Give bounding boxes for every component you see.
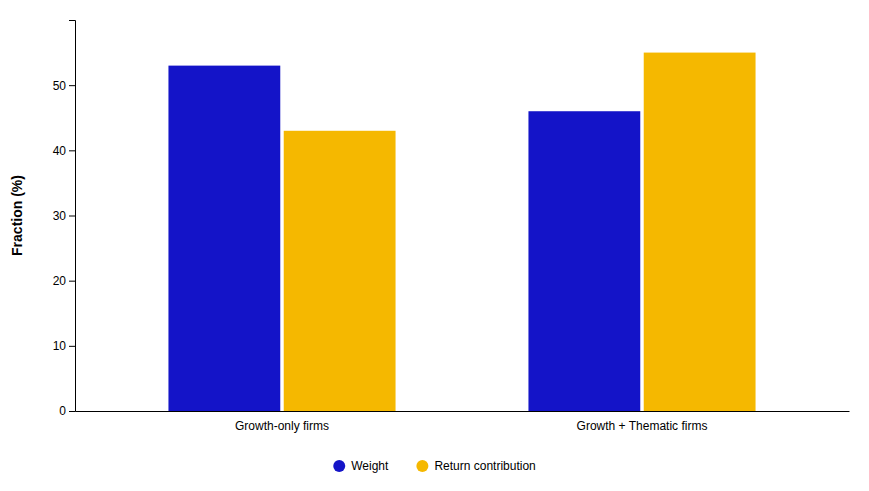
tick-label: Growth-only firms [235, 419, 329, 433]
bar [168, 66, 280, 411]
series [168, 66, 640, 411]
x-tick: Growth + Thematic firms [577, 419, 708, 433]
tick-mark [69, 411, 75, 412]
legend-item: Weight [333, 459, 389, 473]
tick-label: 50 [53, 79, 67, 93]
tick-mark [69, 346, 75, 347]
x-tick: Growth-only firms [235, 419, 329, 433]
tick-mark [69, 85, 75, 86]
bars [168, 53, 755, 411]
legend-swatch [416, 460, 428, 472]
tick-label: 40 [53, 144, 67, 158]
tick-label: Growth + Thematic firms [577, 419, 708, 433]
tick-mark [69, 150, 75, 151]
x-axis-line [76, 411, 850, 412]
bar [644, 53, 756, 411]
series [284, 53, 756, 411]
y-axis-line [69, 21, 76, 412]
y-tick: 30 [53, 209, 75, 223]
tick-label: 30 [53, 209, 67, 223]
y-tick: 10 [53, 339, 75, 353]
tick-label: 20 [53, 274, 67, 288]
tick-mark [69, 216, 75, 217]
legend: Weight Return contribution [333, 459, 536, 473]
tick-label: 10 [53, 339, 67, 353]
plot: 0 10 20 30 40 50 Growth-only firms Growth + The… [53, 21, 850, 433]
legend-label: Weight [351, 459, 389, 473]
chart: 0 10 20 30 40 50 Growth-only firms Growth + The… [0, 0, 869, 491]
y-axis: 0 10 20 30 40 50 [53, 21, 76, 419]
y-axis-title: Fraction (%) [9, 175, 25, 256]
bar [528, 111, 640, 411]
legend-label: Return contribution [434, 459, 535, 473]
bar [284, 131, 396, 411]
tick-label: 0 [59, 404, 66, 418]
legend-swatch [333, 460, 345, 472]
y-tick: 40 [53, 144, 75, 158]
y-tick: 20 [53, 274, 75, 288]
x-axis: Growth-only firms Growth + Thematic firms [76, 412, 850, 433]
legend-item: Return contribution [416, 459, 535, 473]
y-tick: 50 [53, 79, 75, 93]
tick-mark [69, 281, 75, 282]
y-tick: 0 [59, 404, 75, 418]
